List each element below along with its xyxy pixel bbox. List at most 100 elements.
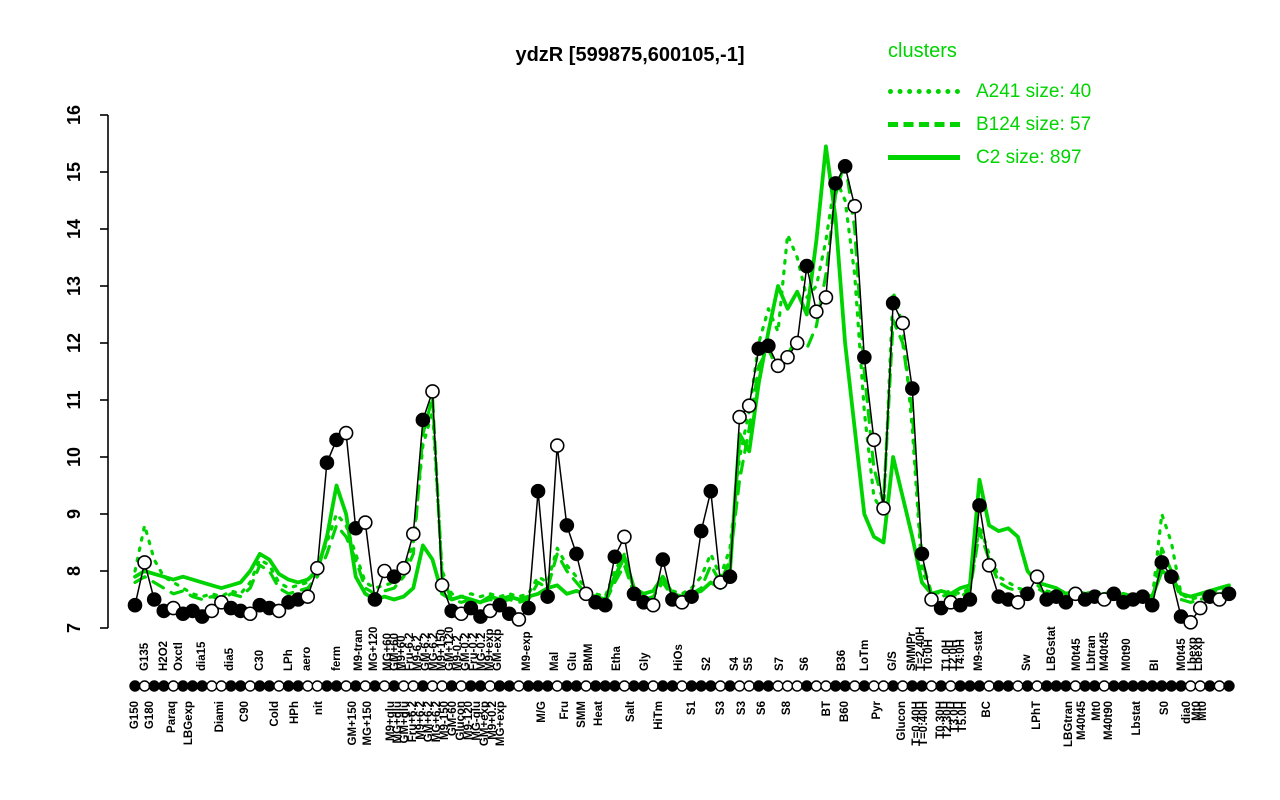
- x-axis-label-top: M9+150: [436, 629, 448, 671]
- data-point-filled-marker: [1154, 555, 1170, 570]
- x-axis-label-bottom: T2.30H: [942, 701, 954, 739]
- x-axis-label-top: Lbtran: [1086, 635, 1098, 671]
- rug-filled-marker: [158, 680, 170, 692]
- x-axis-label-top: Mal: [549, 652, 561, 671]
- rug-open-marker: [513, 680, 525, 692]
- data-point-open-marker: [895, 315, 911, 331]
- rug-open-marker: [398, 680, 410, 692]
- rug-filled-marker: [964, 680, 976, 692]
- rug-open-marker: [733, 680, 746, 692]
- data-point-filled-marker: [857, 349, 872, 365]
- x-axis-label-top: Lbexp: [1187, 637, 1199, 671]
- x-axis-label-bottom: LPhT: [1031, 701, 1043, 730]
- data-point-open-marker: [578, 586, 594, 602]
- x-axis-label-top: Gly: [639, 652, 651, 671]
- x-axis-label-top: M9+exp: [484, 628, 496, 671]
- rug-open-marker: [743, 680, 755, 692]
- x-axis-label-bottom: C90: [239, 701, 251, 722]
- y-axis-tick-label: 11: [64, 390, 84, 409]
- rug-filled-marker: [1223, 680, 1235, 692]
- rug-open-marker: [1213, 680, 1226, 692]
- x-axis-label-bottom: Glucon: [896, 701, 908, 741]
- legend-item-a241: A241 size: 40: [888, 75, 1091, 108]
- data-point-filled-marker: [905, 381, 920, 396]
- legend-item-b124: B124 size: 57: [888, 108, 1091, 141]
- x-axis-label-bottom: Paraq: [166, 701, 178, 733]
- x-axis-label-bottom: S6: [756, 701, 768, 715]
- data-point-open-marker: [434, 577, 450, 593]
- data-point-open-marker: [876, 500, 891, 516]
- rug-filled-marker: [350, 680, 362, 692]
- rug-open-marker: [436, 680, 448, 692]
- x-axis-label-bottom: HiTm: [653, 701, 665, 730]
- rug-filled-marker: [186, 680, 199, 692]
- rug-filled-marker: [1060, 680, 1072, 692]
- data-point-open-marker: [204, 603, 220, 619]
- data-point-filled-marker: [569, 546, 584, 562]
- rug-filled-marker: [935, 680, 947, 692]
- x-axis-label-top: Fru-0.2: [468, 633, 480, 671]
- x-axis-label-bottom: Pyr: [871, 700, 883, 719]
- data-point-filled-marker: [885, 295, 901, 311]
- x-axis-label-bottom: MG+6.2: [431, 701, 443, 742]
- rug-open-marker: [551, 680, 563, 692]
- rug-open-marker: [1194, 680, 1206, 692]
- data-point-open-marker: [358, 515, 373, 530]
- x-axis-label-top: M9-exp: [521, 631, 533, 671]
- rug-filled-marker: [1021, 680, 1034, 692]
- x-axis-label-bottom: BT: [821, 701, 833, 716]
- rug-filled-marker: [196, 680, 208, 692]
- rug-filled-marker: [666, 680, 679, 692]
- rug-open-marker: [925, 680, 938, 692]
- x-axis-label-top: G/S: [887, 651, 899, 671]
- x-axis-label-top: Glu: [567, 652, 579, 671]
- rug-filled-marker: [801, 680, 813, 692]
- y-axis-tick-label: 8: [64, 566, 84, 576]
- data-point-open-marker: [1029, 569, 1045, 585]
- data-point-filled-marker: [703, 483, 719, 499]
- rug-open-marker: [1031, 680, 1043, 692]
- x-axis-label-bottom: MG+exp: [495, 701, 507, 746]
- x-axis-label-top: MG+120: [368, 627, 380, 671]
- data-point-open-marker: [300, 589, 316, 604]
- data-point-filled-marker: [799, 258, 815, 274]
- x-axis-label-top: Lbexp: [1193, 637, 1205, 671]
- rug-filled-marker: [916, 680, 928, 692]
- x-axis-label-bottom: T5.0H: [957, 701, 969, 732]
- data-point-filled-marker: [559, 518, 575, 533]
- x-axis-label-top: MG-0.2: [476, 633, 488, 671]
- data-point-filled-marker: [127, 597, 143, 613]
- x-axis-label-bottom: MG+150: [362, 701, 374, 745]
- rug-filled-marker: [992, 680, 1005, 692]
- rug-filled-marker: [234, 680, 247, 692]
- rug-filled-marker: [1117, 680, 1130, 692]
- rug-filled-marker: [695, 680, 707, 692]
- x-axis-label-top: LoTm: [859, 640, 871, 671]
- data-point-filled-marker: [1221, 586, 1237, 602]
- x-axis-label-bottom: M40t45: [1076, 700, 1088, 740]
- data-point-open-marker: [809, 304, 824, 319]
- rug-filled-marker: [705, 680, 717, 692]
- x-axis-label-top: T4:0H: [955, 639, 967, 671]
- data-point-open-marker: [866, 432, 882, 448]
- data-point-filled-marker: [463, 600, 479, 616]
- rug-filled-marker: [657, 680, 669, 692]
- x-axis-label-top: T1.0H: [941, 640, 953, 671]
- rug-filled-marker: [1146, 680, 1158, 692]
- x-axis-label-bottom: dia0: [1181, 701, 1193, 724]
- data-point-filled-marker: [607, 549, 623, 565]
- rug-open-marker: [206, 680, 218, 692]
- rug-filled-marker: [1040, 680, 1053, 692]
- x-axis-label-top: GM-exp: [492, 629, 504, 671]
- rug-open-marker: [273, 680, 285, 692]
- rug-filled-marker: [685, 680, 698, 692]
- x-axis-label-top: M0t45: [1176, 638, 1188, 671]
- data-point-open-marker: [242, 606, 258, 622]
- x-axis-label-bottom: M9+0.2: [487, 701, 499, 740]
- data-point-filled-marker: [1020, 586, 1035, 602]
- rug-filled-marker: [887, 680, 899, 692]
- x-axis-label-top: HiOs: [673, 644, 685, 671]
- data-point-open-marker: [137, 555, 152, 570]
- rug-filled-marker: [954, 680, 966, 692]
